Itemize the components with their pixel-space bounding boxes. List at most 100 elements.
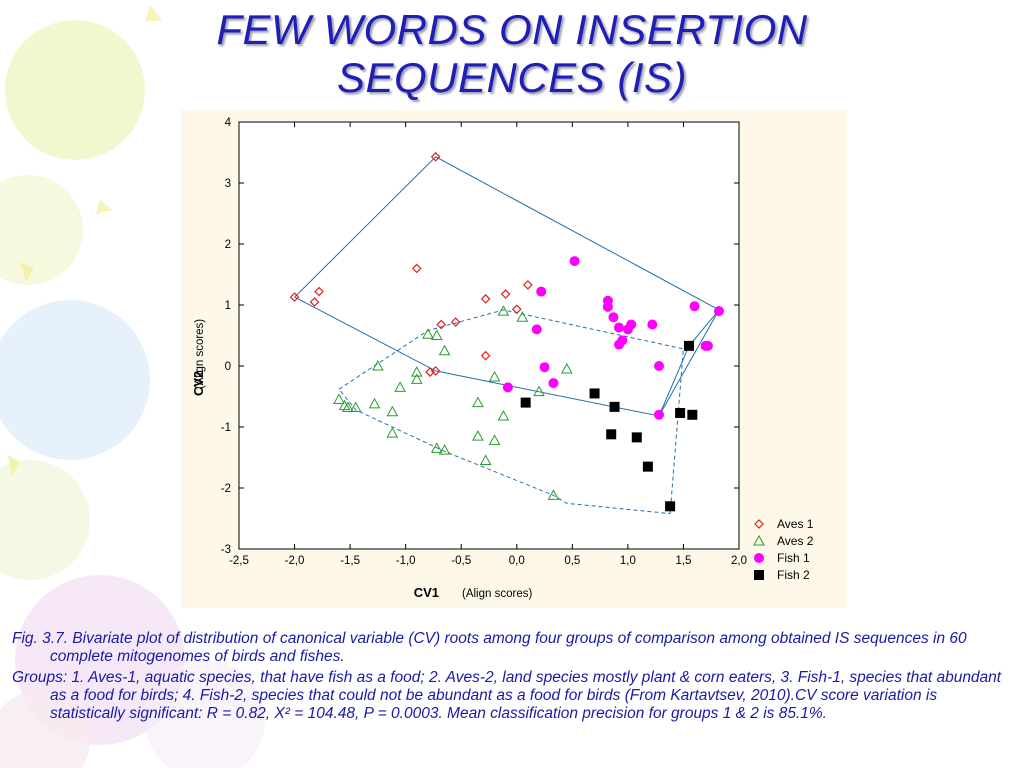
point-fish-1 bbox=[654, 409, 664, 420]
y-tick-label: 3 bbox=[225, 178, 231, 190]
point-aves-2 bbox=[349, 401, 362, 412]
point-aves-2 bbox=[410, 366, 423, 377]
point-aves-1 bbox=[309, 297, 320, 307]
point-aves-2 bbox=[368, 397, 381, 409]
point-fish-2 bbox=[606, 429, 617, 440]
y-tick-label: 0 bbox=[225, 361, 231, 373]
point-aves-2 bbox=[488, 434, 501, 445]
point-aves-2 bbox=[533, 385, 545, 397]
caption-groups: Groups: 1. Aves-1, aquatic species, that… bbox=[12, 669, 1002, 722]
point-fish-2 bbox=[675, 407, 686, 418]
y-tick-label: -3 bbox=[221, 544, 231, 556]
point-aves-2 bbox=[547, 489, 560, 500]
point-fish-1 bbox=[614, 322, 624, 333]
point-aves-2 bbox=[497, 409, 510, 421]
point-fish-1 bbox=[536, 286, 547, 297]
point-aves-2 bbox=[333, 393, 345, 405]
point-aves-2 bbox=[338, 399, 351, 411]
x-tick-label: 0,0 bbox=[509, 555, 525, 567]
point-aves-1 bbox=[500, 289, 511, 299]
x-tick-label: 2,0 bbox=[731, 555, 747, 567]
y-tick-label: -2 bbox=[221, 483, 231, 495]
caption-figure: Fig. 3.7. Bivariate plot of distribution… bbox=[12, 630, 967, 665]
point-aves-2 bbox=[372, 359, 384, 371]
point-aves-2 bbox=[472, 430, 484, 441]
legend-marker-fish-2 bbox=[754, 570, 764, 580]
point-fish-2 bbox=[642, 461, 653, 472]
point-aves-2 bbox=[479, 454, 492, 466]
point-fish-2 bbox=[684, 340, 694, 351]
point-aves-2 bbox=[438, 344, 451, 356]
point-aves-2 bbox=[342, 401, 354, 412]
point-fish-1 bbox=[569, 256, 580, 267]
point-fish-1 bbox=[531, 324, 542, 335]
point-aves-1 bbox=[314, 286, 324, 297]
point-fish-1 bbox=[602, 301, 613, 312]
point-aves-2 bbox=[438, 444, 451, 455]
slide-title: FEW WORDS ON INSERTION SEQUENCES (IS) bbox=[120, 6, 904, 102]
legend-marker-aves-2 bbox=[753, 534, 765, 546]
point-aves-2 bbox=[488, 370, 501, 382]
point-aves-2 bbox=[410, 373, 423, 384]
x-tick-label: 1,5 bbox=[675, 555, 691, 567]
legend-marker-aves-1 bbox=[754, 519, 764, 529]
point-fish-1 bbox=[647, 319, 658, 330]
legend-label: Aves 1 bbox=[777, 517, 814, 531]
point-aves-1 bbox=[523, 280, 533, 290]
point-aves-1 bbox=[425, 367, 435, 377]
point-fish-2 bbox=[609, 401, 620, 412]
legend-label: Fish 2 bbox=[777, 568, 810, 582]
point-fish-1 bbox=[617, 335, 628, 346]
plot-area bbox=[238, 121, 740, 550]
y-axis-sublabel: (Align scores) bbox=[194, 319, 206, 389]
y-tick-label: 4 bbox=[225, 117, 232, 129]
point-aves-2 bbox=[394, 381, 406, 392]
x-tick-label: -2,0 bbox=[285, 555, 305, 567]
point-fish-1 bbox=[654, 361, 664, 371]
x-tick-label: 1,0 bbox=[620, 555, 636, 567]
point-aves-1 bbox=[430, 366, 441, 376]
point-fish-1 bbox=[626, 319, 637, 330]
point-fish-2 bbox=[520, 397, 531, 408]
figure-caption: Fig. 3.7. Bivariate plot of distribution… bbox=[12, 630, 1016, 726]
point-fish-1 bbox=[539, 362, 550, 373]
point-aves-2 bbox=[497, 305, 510, 316]
chart-panel: -2,5 -2,0 -1,5 -1,0 -0,5 0,0 0,5 1,0 1,5 2,0 -3 -2… bbox=[181, 110, 847, 608]
point-aves-1 bbox=[480, 350, 491, 361]
legend-label: Fish 1 bbox=[777, 551, 810, 565]
x-tick-label: -1,0 bbox=[396, 555, 416, 567]
point-fish-1 bbox=[608, 312, 619, 323]
point-aves-2 bbox=[430, 442, 443, 453]
y-tick-label: 1 bbox=[225, 300, 231, 312]
point-aves-1 bbox=[430, 151, 441, 162]
point-aves-2 bbox=[516, 311, 529, 322]
legend-marker-fish-1 bbox=[754, 553, 764, 563]
hull-aves-2 bbox=[338, 309, 684, 515]
hull-aves-1 bbox=[294, 156, 720, 417]
point-aves-2 bbox=[430, 329, 443, 340]
legend-label: Aves 2 bbox=[777, 534, 814, 548]
point-aves-2 bbox=[560, 363, 573, 374]
point-aves-1 bbox=[511, 304, 522, 315]
x-axis-sublabel: (Align scores) bbox=[462, 588, 532, 600]
point-fish-2 bbox=[687, 409, 698, 420]
point-aves-2 bbox=[472, 396, 484, 408]
point-aves-2 bbox=[422, 328, 434, 339]
x-axis-label: CV1 bbox=[414, 585, 439, 600]
point-fish-2 bbox=[631, 432, 642, 443]
x-tick-label: 0,5 bbox=[564, 555, 580, 567]
y-tick-label: 2 bbox=[225, 239, 231, 251]
point-aves-2 bbox=[386, 427, 399, 438]
point-aves-1 bbox=[289, 292, 300, 302]
point-fish-1 bbox=[689, 301, 700, 312]
point-fish-1 bbox=[700, 340, 711, 351]
point-fish-1 bbox=[548, 378, 559, 389]
point-aves-2 bbox=[386, 405, 399, 417]
title-line-2: SEQUENCES (IS) bbox=[336, 54, 688, 101]
scatter-plot: -2,5 -2,0 -1,5 -1,0 -0,5 0,0 0,5 1,0 1,5 2,0 -3 -2… bbox=[191, 117, 814, 600]
point-fish-2 bbox=[589, 388, 600, 399]
y-tick-label: -1 bbox=[221, 422, 231, 434]
x-tick-label: -2,5 bbox=[229, 555, 249, 567]
y-axis-label: CV2 bbox=[191, 371, 206, 396]
